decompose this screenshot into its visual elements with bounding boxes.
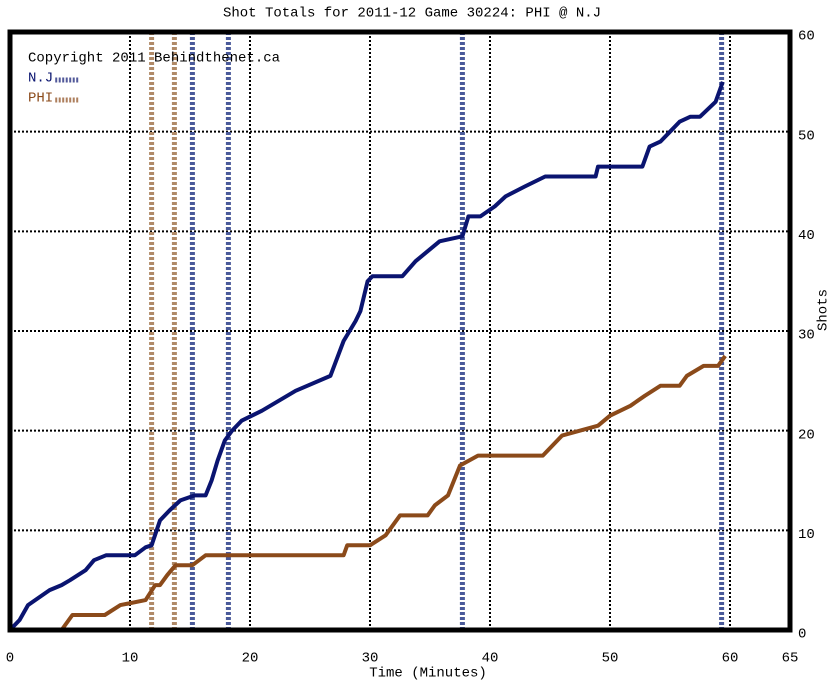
x-tick-label: 0 — [6, 651, 14, 667]
x-tick-label: 20 — [242, 651, 259, 667]
x-axis-label: Time (Minutes) — [369, 666, 487, 680]
y-tick-label: 50 — [798, 128, 815, 144]
x-tick-label: 30 — [362, 651, 379, 667]
y-tick-label: 40 — [798, 228, 815, 244]
y-tick-label: 10 — [798, 527, 815, 543]
y-tick-label: 20 — [798, 427, 815, 443]
legend-label: N.J — [28, 71, 53, 87]
annotation: Copyright 2011 Behindthenet.ca — [28, 51, 280, 67]
y-tick-label: 0 — [798, 627, 806, 643]
x-tick-label: 60 — [722, 651, 739, 667]
plot-frame — [7, 29, 793, 633]
y-tick-label: 60 — [798, 29, 815, 45]
series-line — [10, 354, 727, 632]
x-tick-label: 10 — [122, 651, 139, 667]
x-tick-label: 50 — [602, 651, 619, 667]
series-line — [8, 81, 725, 632]
x-tick-label: 65 — [782, 651, 799, 667]
legend-label: PHI — [28, 91, 53, 107]
x-tick-label: 40 — [482, 651, 499, 667]
y-tick-label: 30 — [798, 328, 815, 344]
chart-title: Shot Totals for 2011-12 Game 30224: PHI … — [223, 6, 601, 22]
y-axis-label: Shots — [816, 289, 830, 331]
